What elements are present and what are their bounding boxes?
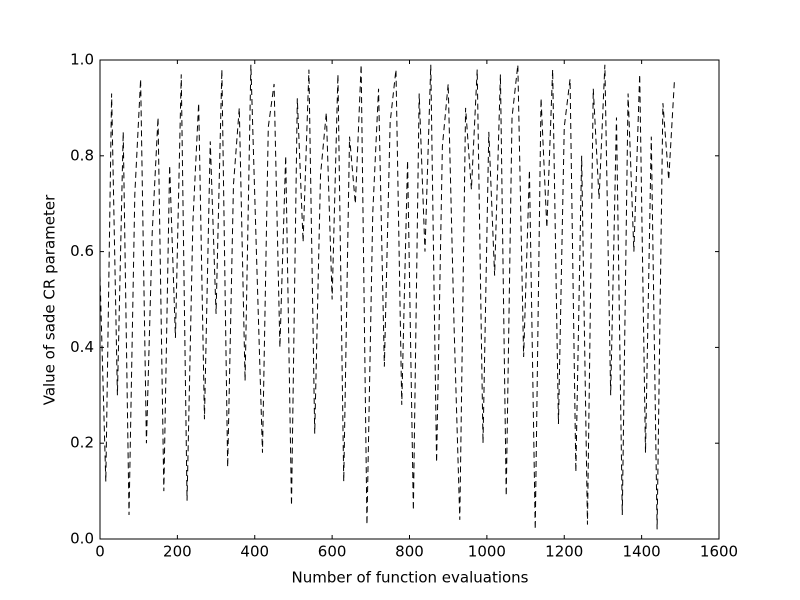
- x-tick-label: 200: [163, 543, 192, 561]
- x-tick-label: 0: [95, 543, 105, 561]
- line-series: [99, 64, 676, 530]
- y-tick-label: 0.8: [70, 146, 94, 164]
- plot-frame: [99, 59, 720, 540]
- y-tick-label: 1.0: [70, 51, 94, 69]
- x-tick-label: 1000: [468, 543, 506, 561]
- y-tick-label: 0.0: [70, 530, 94, 548]
- x-tick-label: 400: [240, 543, 269, 561]
- x-tick-label: 600: [318, 543, 347, 561]
- y-axis-label: Value of sade CR parameter: [41, 194, 59, 405]
- y-tick-label: 0.2: [70, 434, 94, 452]
- x-tick-label: 1400: [623, 543, 661, 561]
- x-axis-label: Number of function evaluations: [291, 569, 528, 587]
- x-tick-label: 800: [395, 543, 424, 561]
- x-tick-label: 1600: [700, 543, 738, 561]
- y-tick-label: 0.4: [70, 338, 94, 356]
- y-tick-label: 0.6: [70, 242, 94, 260]
- x-tick-label: 1200: [545, 543, 583, 561]
